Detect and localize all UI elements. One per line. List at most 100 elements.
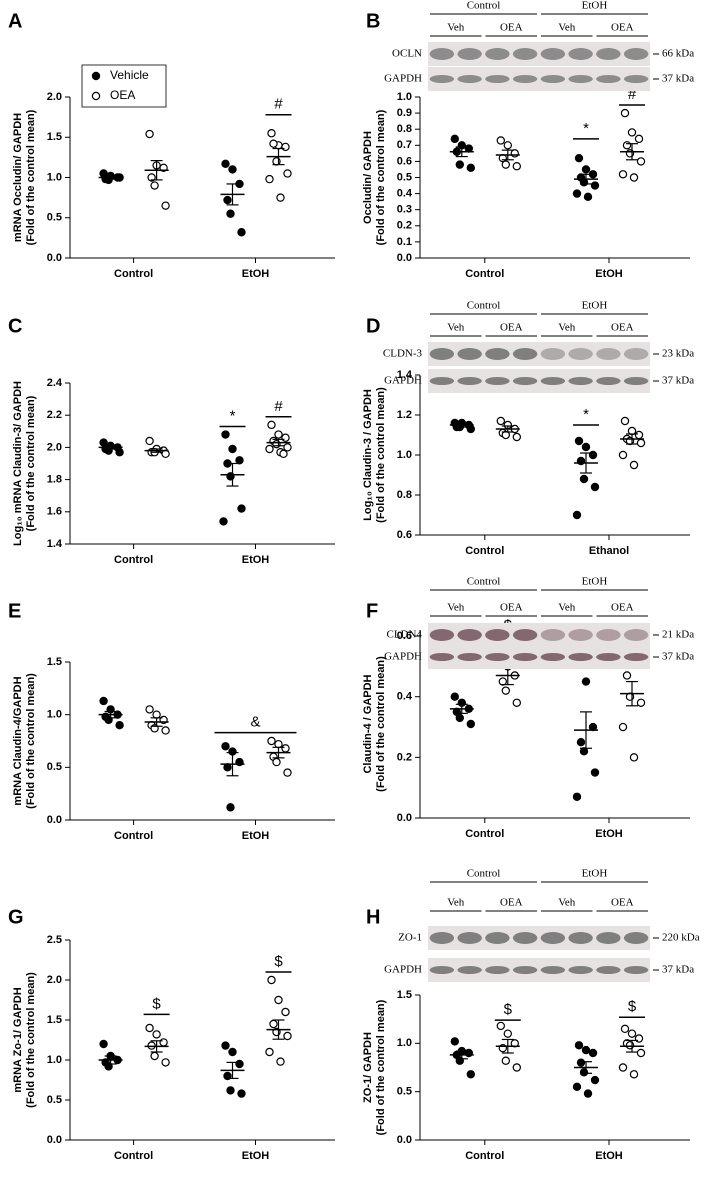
y-tick-label: 0.9 <box>397 107 412 119</box>
data-point <box>228 1047 237 1057</box>
panel-letter: C <box>8 315 22 337</box>
data-point <box>281 142 290 152</box>
data-point <box>221 742 230 751</box>
y-tick-label: 1.5 <box>47 656 62 668</box>
panel-letter: B <box>366 10 380 32</box>
blot-band <box>623 653 649 661</box>
blot-band <box>596 653 621 661</box>
blot-group-label: EtOH <box>582 300 608 312</box>
data-point <box>466 1070 475 1079</box>
data-point <box>450 692 459 701</box>
blot-band <box>429 377 455 385</box>
data-point <box>145 705 154 714</box>
y-tick-label: 0.6 <box>397 155 412 167</box>
data-point <box>576 737 586 747</box>
error-bar <box>626 1039 638 1053</box>
error-bar <box>580 452 592 474</box>
y-tick-label: 0.4 <box>397 691 413 703</box>
blot-treatment-label: OEA <box>611 602 634 614</box>
blot-band <box>596 48 621 60</box>
data-point <box>226 803 235 812</box>
error-bar <box>501 149 514 161</box>
y-tick-label: 1.0 <box>397 1037 412 1049</box>
significance-mark: $ <box>504 1001 513 1018</box>
data-point <box>223 195 232 205</box>
data-point <box>115 448 124 457</box>
y-tick-label: 1.5 <box>47 1014 62 1026</box>
y-tick-label: 1.5 <box>47 131 62 143</box>
data-point <box>274 739 283 749</box>
data-point <box>574 436 584 446</box>
data-point <box>466 719 475 729</box>
blot-band <box>596 348 621 360</box>
blot-band <box>540 348 566 360</box>
data-point <box>265 1047 274 1057</box>
error-bar <box>104 175 117 180</box>
y-tick-label: 1.0 <box>47 709 62 721</box>
data-point <box>147 1041 156 1050</box>
y-axis-label: (Fold of the control mean) <box>375 999 387 1135</box>
error-bar <box>272 1019 285 1040</box>
y-axis-label: (Fold of the control mean) <box>375 656 387 792</box>
y-axis-label: (Fold of the control mean) <box>25 109 37 245</box>
y-axis-label: mRNA Zo-1/ GAPDH <box>12 987 24 1092</box>
y-tick-label: 0.3 <box>397 204 412 216</box>
data-point <box>634 134 644 144</box>
y-tick-label: 0.5 <box>47 1094 62 1106</box>
blot-band <box>596 966 621 974</box>
blot-band <box>485 348 510 360</box>
blot-size-label: 37 kDa <box>662 964 694 976</box>
blot-band <box>512 629 538 641</box>
data-point <box>620 1024 630 1034</box>
data-point <box>620 416 630 426</box>
blot-band <box>457 629 482 641</box>
blot-treatment-label: OEA <box>500 322 523 334</box>
blot-band <box>540 75 566 83</box>
data-point <box>629 1070 639 1079</box>
data-point <box>145 129 154 139</box>
legend-marker <box>91 71 101 81</box>
blot-band <box>485 48 510 60</box>
blot-band <box>596 377 621 385</box>
blot-treatment-label: OEA <box>500 22 523 34</box>
error-bar <box>104 710 117 719</box>
error-bar <box>150 448 163 453</box>
data-point <box>228 165 237 174</box>
data-point <box>574 153 584 163</box>
data-point <box>636 1048 646 1058</box>
blot-band <box>596 932 621 944</box>
data-point <box>152 710 161 719</box>
data-point <box>581 677 591 686</box>
significance-mark: * <box>583 120 589 137</box>
data-point <box>276 1057 285 1066</box>
y-tick-label: 0.1 <box>397 236 412 248</box>
data-point <box>581 165 591 174</box>
blot-band <box>540 629 566 641</box>
data-point <box>629 173 639 182</box>
data-point <box>269 1019 278 1029</box>
data-point <box>274 995 283 1005</box>
x-tick-label: Control <box>114 268 153 280</box>
data-point <box>279 449 288 459</box>
significance-mark: $ <box>152 995 161 1012</box>
error-bar <box>226 1061 239 1080</box>
error-bar <box>104 445 117 450</box>
blot-band <box>540 653 566 661</box>
blot-band <box>485 629 510 641</box>
data-point <box>281 433 290 442</box>
y-tick-label: 1.4 <box>397 369 413 381</box>
blot-group-label: Control <box>467 576 501 588</box>
blot-protein-label: GAPDH <box>384 651 422 663</box>
blot-treatment-label: Veh <box>447 322 465 334</box>
data-point <box>283 1031 292 1041</box>
blot-band <box>568 629 593 641</box>
data-point <box>450 134 459 144</box>
error-bar <box>150 717 163 727</box>
error-bar <box>455 146 468 158</box>
blot-band <box>540 966 566 974</box>
blot-band <box>429 348 455 360</box>
blot-treatment-label: OEA <box>500 602 523 614</box>
blot-band <box>568 75 593 83</box>
blot-protein-label: GAPDH <box>384 375 422 387</box>
error-bar <box>580 173 592 185</box>
